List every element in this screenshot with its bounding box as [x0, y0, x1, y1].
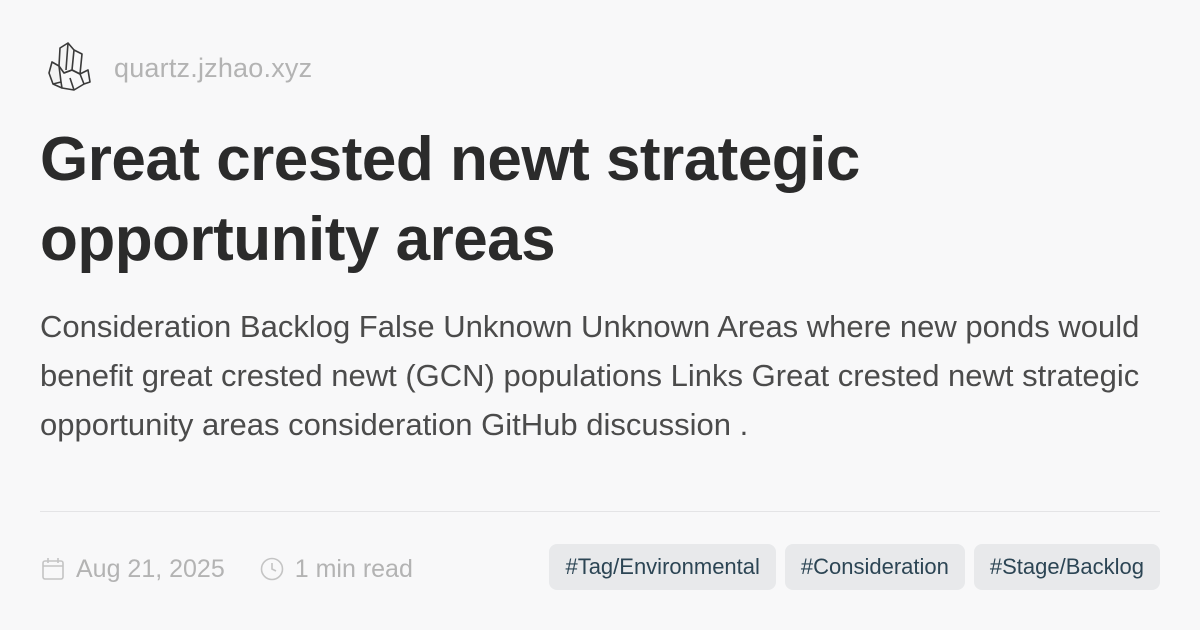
publish-date: Aug 21, 2025: [76, 554, 225, 583]
calendar-icon: [42, 558, 64, 580]
tag-environmental[interactable]: #Tag/Environmental: [549, 544, 776, 590]
page-title: Great crested newt strategic opportunity…: [40, 125, 860, 274]
page-meta: Aug 21, 2025 1 min read: [40, 546, 413, 592]
site-header: quartz.jzhao.xyz: [44, 40, 312, 96]
clock-icon: [260, 557, 284, 581]
tag-consideration[interactable]: #Consideration: [784, 544, 965, 590]
divider: [40, 511, 1160, 512]
date-meta: Aug 21, 2025: [40, 555, 225, 584]
reading-time: 1 min read: [294, 554, 413, 583]
tag-stage-backlog[interactable]: #Stage/Backlog: [973, 544, 1160, 590]
tag-list: #Tag/Environmental #Consideration #Stage…: [549, 544, 1160, 590]
reading-time-meta: 1 min read: [259, 555, 413, 584]
crystal-logo-icon[interactable]: [44, 40, 92, 96]
page-description: Consideration Backlog False Unknown Unkn…: [40, 309, 1140, 442]
site-domain[interactable]: quartz.jzhao.xyz: [114, 52, 313, 83]
